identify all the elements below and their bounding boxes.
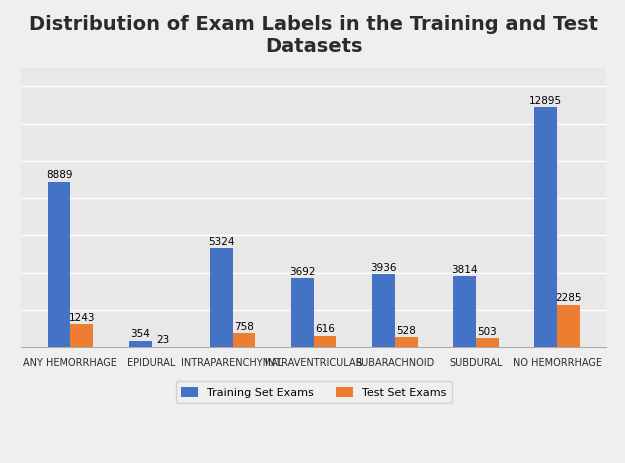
Text: 354: 354 xyxy=(130,329,150,338)
Text: 503: 503 xyxy=(478,326,497,336)
Bar xyxy=(372,274,395,347)
Text: 3692: 3692 xyxy=(289,267,316,276)
Bar xyxy=(557,305,580,347)
Bar xyxy=(314,336,336,347)
Text: 1243: 1243 xyxy=(69,312,95,322)
Bar xyxy=(395,338,418,347)
Bar xyxy=(129,341,151,347)
Text: 3936: 3936 xyxy=(370,262,397,272)
Title: Distribution of Exam Labels in the Training and Test
Datasets: Distribution of Exam Labels in the Train… xyxy=(29,15,598,56)
Text: 12895: 12895 xyxy=(529,95,562,106)
Text: 5324: 5324 xyxy=(208,236,234,246)
Text: 528: 528 xyxy=(396,325,416,335)
Text: 616: 616 xyxy=(315,324,335,334)
Bar xyxy=(48,182,71,347)
Text: 23: 23 xyxy=(156,335,169,345)
Text: 3814: 3814 xyxy=(451,264,478,274)
Bar xyxy=(476,338,499,347)
Text: 2285: 2285 xyxy=(555,293,582,303)
Bar xyxy=(71,324,93,347)
Bar xyxy=(534,108,557,347)
Text: 8889: 8889 xyxy=(46,170,72,180)
Bar xyxy=(210,248,232,347)
Bar xyxy=(232,333,256,347)
Bar xyxy=(453,276,476,347)
Legend: Training Set Exams, Test Set Exams: Training Set Exams, Test Set Exams xyxy=(176,382,451,403)
Bar xyxy=(291,279,314,347)
Text: 758: 758 xyxy=(234,321,254,331)
